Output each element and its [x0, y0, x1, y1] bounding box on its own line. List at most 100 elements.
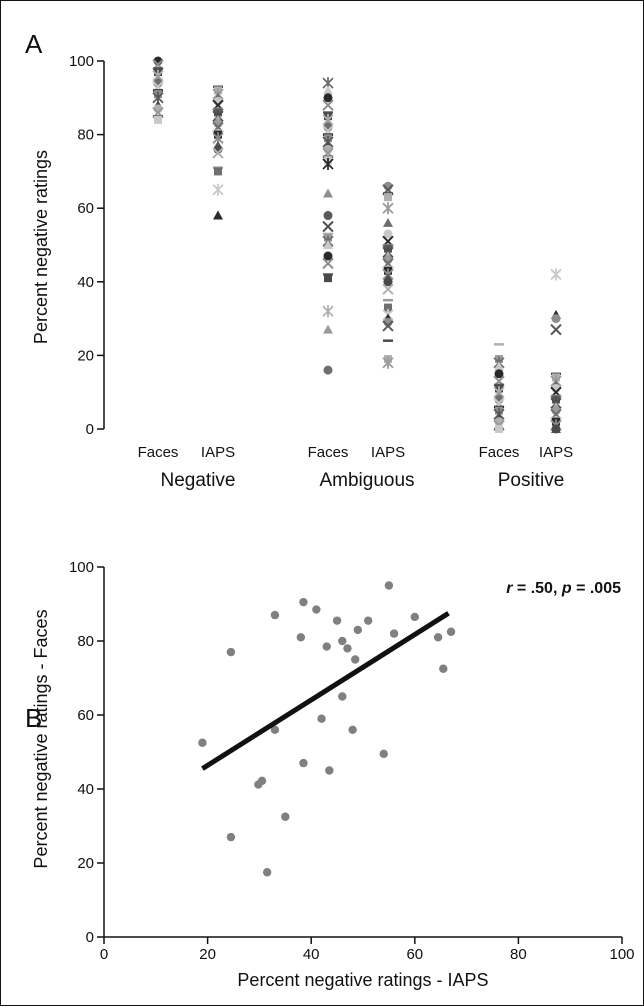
panel-b-y-tick-label: 80: [77, 633, 94, 650]
panel-b-x-tick-label: 0: [100, 946, 108, 963]
scatter-point: [446, 627, 456, 636]
panel-a-marker: [323, 240, 333, 249]
panel-b-y-tick-label: 60: [77, 707, 94, 724]
panel-b-x-tick-label: 80: [510, 946, 527, 963]
panel-a-marker: [384, 303, 392, 312]
panel-b-y-tick-label: 100: [69, 559, 94, 576]
scatter-point: [384, 581, 394, 590]
panel-a-marker: [154, 115, 162, 124]
scatter-point: [270, 725, 280, 734]
panel-a-marker: [494, 361, 504, 371]
p-value: = .005: [572, 580, 621, 597]
panel-a-marker: [323, 85, 333, 95]
scatter-point: [299, 758, 308, 768]
scatter-point: [332, 616, 342, 625]
scatter-point: [299, 597, 308, 607]
panel-a-marker: [322, 220, 334, 233]
scatter-point: [281, 812, 290, 821]
panel-b-y-tick-label: 40: [77, 781, 94, 798]
scatter-point: [325, 766, 334, 775]
scatter-point: [379, 749, 388, 759]
panel-a-y-tick-label: 40: [77, 274, 94, 291]
scatter-point: [226, 832, 236, 842]
panel-a-column-label: Faces: [479, 444, 520, 461]
panel-a-marker: [383, 277, 393, 287]
panel-a-marker: [213, 210, 223, 220]
panel-b-y-tick-label: 0: [86, 929, 94, 946]
panel-a-group-label: Positive: [498, 470, 565, 491]
scatter-point: [439, 664, 448, 673]
panel-a-marker: [494, 369, 504, 379]
panel-a-column-label: Faces: [308, 444, 349, 461]
scatter-point: [389, 629, 399, 638]
panel-b-label: B: [25, 703, 42, 733]
panel-a-y-tick-label: 60: [77, 200, 94, 217]
panel-a-marker: [323, 211, 333, 221]
panel-a-marker: [322, 158, 334, 171]
scatter-point: [296, 633, 306, 642]
panel-a-column-label: IAPS: [201, 444, 235, 461]
scatter-point: [257, 776, 267, 786]
scatter-point: [433, 633, 443, 642]
panel-b-x-tick-label: 100: [609, 946, 634, 963]
panel-a-marker: [383, 229, 393, 239]
panel-a-marker: [382, 356, 394, 369]
panel-a-marker: [322, 305, 334, 318]
panel-a-marker: [322, 99, 334, 111]
scatter-point: [343, 644, 352, 653]
panel-a-x-axis-labels: Faces IAPS Negative Faces IAPS Ambiguous Faces…: [138, 444, 574, 491]
panel-a-marker: [550, 323, 562, 336]
panel-a-y-tick-label: 80: [77, 127, 94, 144]
panel-b-x-axis-label: Percent negative ratings - IAPS: [237, 970, 488, 990]
panel-a-markers: [152, 56, 562, 434]
r-value: = .50,: [512, 580, 561, 597]
panel-a-marker: [323, 324, 333, 334]
panel-a: A Percent negative ratings 020406080100 …: [25, 29, 573, 491]
scatter-point: [317, 714, 326, 723]
scatter-point: [363, 616, 373, 625]
panel-a-y-axis-label: Percent negative ratings: [31, 150, 51, 344]
scatter-point: [270, 610, 280, 620]
scatter-point: [410, 612, 419, 622]
panel-a-marker: [384, 193, 392, 202]
panel-a-marker: [382, 320, 394, 332]
panel-a-marker: [550, 268, 562, 281]
panel-b-x-axis: 0 20 40 60 80 100: [100, 937, 635, 963]
panel-a-marker: [551, 314, 561, 324]
panel-b: B Percent negative ratings - Faces Perce…: [25, 559, 635, 990]
panel-b-x-tick-label: 40: [303, 946, 320, 963]
regression-line: [201, 611, 450, 771]
panel-b-x-tick-label: 60: [406, 946, 423, 963]
scatter-point: [198, 738, 207, 747]
panel-a-marker: [324, 274, 332, 283]
panel-b-y-tick-label: 20: [77, 855, 94, 872]
scatter-point: [351, 655, 360, 664]
panel-a-marker: [383, 217, 393, 227]
panel-a-marker: [382, 283, 394, 295]
panel-b-points: [198, 581, 456, 877]
panel-b-y-axis: 0 20 40 60 80 100: [69, 559, 104, 946]
scatter-point: [312, 605, 321, 614]
panel-a-marker: [323, 188, 333, 198]
panel-a-marker: [212, 147, 224, 159]
panel-a-marker: [323, 93, 333, 103]
panel-a-marker: [382, 202, 394, 215]
scatter-point: [338, 692, 347, 701]
scatter-point: [262, 868, 272, 877]
panel-a-marker: [551, 424, 561, 434]
panel-a-y-tick-label: 100: [69, 53, 94, 70]
panel-a-marker: [495, 425, 503, 433]
panel-a-y-tick-label: 20: [77, 347, 94, 364]
scatter-point: [226, 647, 236, 657]
scatter-point: [322, 642, 331, 651]
panel-a-label: A: [25, 29, 43, 59]
panel-a-marker: [323, 251, 333, 261]
scatter-point: [353, 625, 363, 635]
panel-a-marker: [214, 167, 222, 176]
panel-a-y-tick-label: 0: [86, 421, 94, 438]
panel-a-column-label: Faces: [138, 444, 179, 461]
p-symbol: p: [561, 580, 572, 597]
panel-a-column-label: IAPS: [539, 444, 573, 461]
